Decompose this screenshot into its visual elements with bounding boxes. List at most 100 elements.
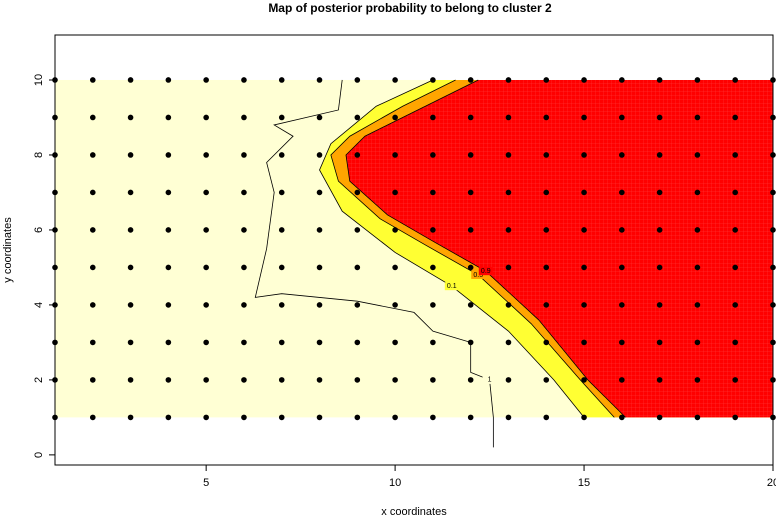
grid-point [89,189,96,196]
grid-point [165,189,172,196]
grid-point [241,264,247,271]
grid-point [430,227,436,233]
grid-point [732,227,739,233]
grid-point [732,77,739,83]
grid-point [732,264,739,271]
grid-point [505,339,512,346]
grid-point [467,302,474,308]
grid-point [392,189,398,196]
grid-point [505,189,512,196]
grid-point [732,414,739,421]
grid-point [694,264,701,271]
grid-point [203,114,209,121]
grid-point [165,227,172,233]
grid-point [316,414,323,421]
grid-point [392,114,398,121]
grid-point [505,302,512,308]
grid-point [467,189,474,196]
contour-label: 0.1 [447,283,457,290]
grid-point [656,302,663,308]
grid-point [656,414,663,421]
grid-point [694,114,701,121]
grid-point [278,414,285,421]
grid-point [505,114,512,121]
grid-point [354,114,361,121]
grid-point [392,339,398,346]
grid-point [467,339,474,346]
grid-point [694,227,701,233]
grid-point [694,414,701,421]
grid-point [127,114,134,121]
grid-point [392,414,398,421]
grid-point [619,264,625,271]
grid-point [656,227,663,233]
grid-point [619,339,625,346]
grid-point [732,302,739,308]
grid-point [505,152,512,158]
grid-point [165,77,172,83]
grid-point [694,77,701,83]
grid-point [354,302,361,308]
grid-point [278,339,285,346]
grid-point [581,114,587,121]
grid-point [203,77,209,83]
grid-point [543,152,550,158]
grid-point [505,77,512,83]
grid-point [656,152,663,158]
grid-point [127,339,134,346]
grid-point [127,152,134,158]
grid-point [581,152,587,158]
chart-title: Map of posterior probability to belong t… [268,1,552,15]
y-tick-label: 4 [33,302,45,308]
grid-point [694,339,701,346]
grid-point [732,189,739,196]
grid-point [430,377,436,383]
grid-point [127,377,134,383]
grid-point [165,377,172,383]
grid-point [127,264,134,271]
grid-point [467,227,474,233]
grid-point [127,189,134,196]
contour-label: 0.5 [473,272,483,279]
y-tick-label: 2 [33,377,45,383]
y-tick-label: 8 [33,152,45,158]
x-tick-label: 15 [578,477,590,489]
grid-point [581,377,587,383]
grid-point [543,77,550,83]
grid-point [354,77,361,83]
contour-line [254,79,494,448]
x-tick-label: 5 [203,477,209,489]
x-axis-label: x coordinates [381,506,447,518]
grid-point [354,377,361,383]
grid-point [656,77,663,83]
contour-label-bg [482,375,497,384]
grid-point [89,227,96,233]
grid-point [656,264,663,271]
grid-point [89,264,96,271]
grid-point [543,189,550,196]
x-tick-label: 20 [767,477,776,489]
grid-point [203,264,209,271]
grid-point [467,152,474,158]
grid-point [581,77,587,83]
grid-point [241,227,247,233]
grid-point [316,302,323,308]
grid-point [89,152,96,158]
grid-point [278,377,285,383]
grid-point [203,189,209,196]
grid-point [732,339,739,346]
grid-point [430,114,436,121]
grid-point [354,414,361,421]
grid-point [467,114,474,121]
grid-point [392,264,398,271]
grid-point [203,339,209,346]
grid-point [278,302,285,308]
grid-point [581,302,587,308]
grid-point [127,77,134,83]
grid-point [278,264,285,271]
grid-point [656,339,663,346]
grid-point [543,264,550,271]
grid-point [241,414,247,421]
grid-point [392,227,398,233]
